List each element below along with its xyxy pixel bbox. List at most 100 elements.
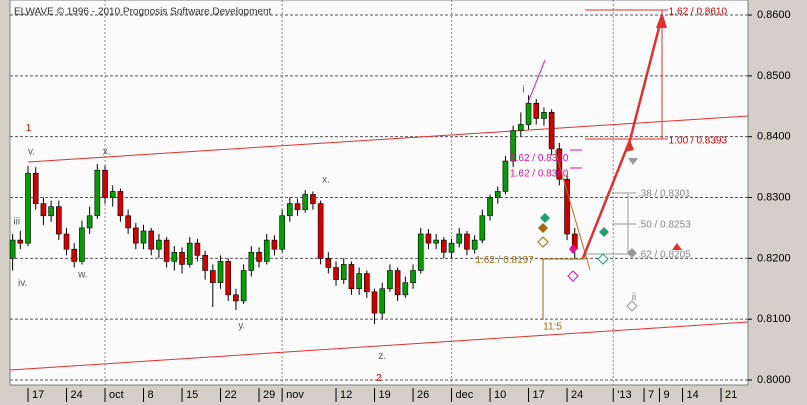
candle-body	[9, 239, 16, 259]
marker	[538, 223, 548, 233]
marker	[567, 270, 579, 282]
candle-body	[348, 264, 355, 290]
marker	[672, 243, 682, 250]
candle-body	[317, 203, 324, 259]
candle-body	[63, 233, 70, 250]
candle-body	[302, 194, 309, 210]
annotation: 1.62 / 0.8300	[510, 168, 569, 179]
candle-body	[487, 197, 493, 217]
x-tick-label: 9	[663, 389, 669, 401]
candle-body	[394, 270, 401, 296]
x-tick-label: 21	[725, 389, 737, 401]
marker	[540, 213, 550, 223]
candle-body	[310, 194, 316, 204]
x-tick-label: 17	[32, 389, 44, 401]
wave-line	[554, 149, 591, 271]
candle-body	[86, 215, 93, 229]
y-tick-label: 0.8600	[757, 9, 791, 21]
candle-body	[456, 233, 463, 244]
arrow-head	[656, 12, 667, 28]
annotation: iii	[13, 216, 20, 227]
candle-body	[163, 239, 170, 262]
candle-body	[464, 233, 470, 250]
candle-body	[109, 191, 116, 198]
x-tick-label: 24	[571, 389, 583, 401]
annotation: .38 / 0.8301	[638, 189, 691, 200]
candle-body	[525, 102, 532, 125]
candle-body	[364, 273, 370, 293]
candles	[9, 95, 578, 325]
candle-body	[117, 191, 124, 217]
candle-body	[502, 160, 509, 192]
x-tick-label: 7	[648, 389, 654, 401]
projection	[526, 9, 682, 320]
candle-body	[186, 242, 193, 265]
candle-body	[240, 270, 247, 302]
x-tick-label: 8	[148, 389, 154, 401]
candle-body	[518, 124, 524, 131]
marker	[628, 158, 638, 165]
annotation: 1	[26, 123, 32, 134]
candle-body	[25, 172, 31, 244]
candle-body	[71, 248, 78, 262]
candle-body	[494, 191, 501, 198]
candle-body	[433, 239, 439, 244]
annotation: y.	[238, 321, 245, 332]
candle-body	[287, 203, 293, 217]
candle-body	[533, 102, 540, 119]
x-tick-label: 29	[263, 389, 275, 401]
candle-body	[171, 251, 178, 262]
candle-body	[17, 239, 24, 244]
candle-body	[102, 169, 108, 198]
candle-body	[441, 239, 447, 253]
candle-body	[194, 242, 201, 256]
candle-body	[510, 130, 516, 162]
candle-body	[564, 178, 570, 235]
candle-body	[541, 112, 547, 119]
candle-body	[56, 206, 62, 235]
candle-body	[125, 215, 131, 229]
annotation: 11:5	[543, 322, 562, 333]
y-tick-label: 0.8500	[757, 70, 791, 82]
candle-body	[279, 215, 285, 250]
annotation: z.	[378, 351, 386, 362]
candle-body	[156, 239, 162, 250]
candle-body	[410, 270, 416, 283]
candle-body	[471, 239, 478, 250]
marker	[599, 227, 609, 237]
y-tick-label: 0.8400	[757, 131, 791, 143]
candle-body	[425, 233, 432, 244]
annotation: .62 / 0.8205	[638, 249, 691, 260]
x-tick-label: 15	[186, 389, 198, 401]
annotation: 1.62 / 0.8320	[510, 153, 569, 164]
x-tick-label: 17	[533, 389, 545, 401]
candle-body	[263, 239, 270, 262]
candle-body	[133, 227, 139, 244]
candle-body	[371, 291, 378, 314]
candle-body	[94, 169, 101, 217]
candle-body	[140, 230, 147, 244]
axes: 0.8000 0.8100 0.8200 0.8300 0.8400 0.8500 0.86…	[27, 9, 791, 402]
candle-body	[479, 215, 486, 241]
candle-body	[40, 203, 47, 217]
candle-body	[32, 172, 39, 204]
y-tick-label: 0.8200	[757, 252, 791, 264]
annotation: v.	[28, 147, 35, 158]
candle-body	[202, 255, 208, 271]
annotation: .50 / 0.8253	[638, 220, 691, 231]
annotation: 1.62 / 0.8610	[669, 7, 728, 18]
marker	[597, 253, 609, 265]
x-tick-label: 22	[225, 389, 237, 401]
channel-lower	[9, 321, 749, 371]
candle-body	[179, 251, 185, 265]
candle-body	[48, 206, 54, 217]
channel-upper	[27, 115, 749, 163]
candle-body	[148, 230, 155, 250]
x-tick-label: oct	[109, 389, 124, 401]
candle-body	[417, 233, 424, 271]
candle-body	[271, 239, 278, 250]
x-tick-label: 14	[687, 389, 699, 401]
annotation: i	[522, 84, 524, 95]
candle-body	[379, 288, 386, 314]
